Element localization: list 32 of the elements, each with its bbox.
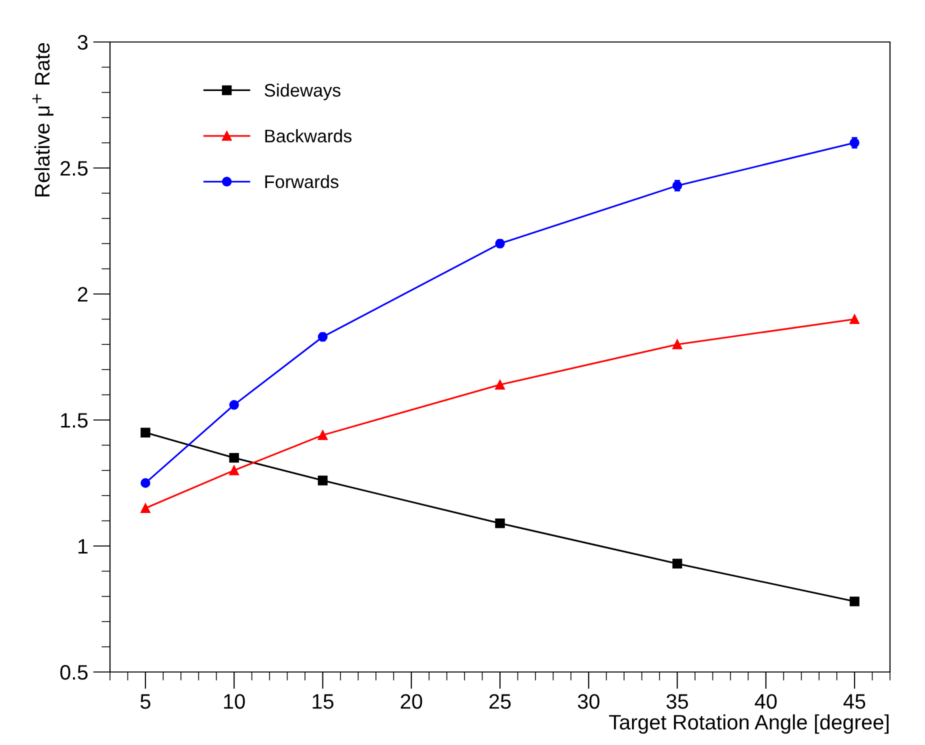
y-tick-label: 1 xyxy=(78,539,88,554)
y-axis-title: Relative μ$^{+}$ Rate xyxy=(32,43,54,196)
y-tick-label: 1.5 xyxy=(61,413,88,428)
x-tick-label: 25 xyxy=(489,694,511,709)
point xyxy=(495,380,505,390)
x-axis-title: Target Rotation Angle [degree] xyxy=(609,714,889,734)
x-tick-label: 20 xyxy=(400,694,422,709)
x-tick-label: 30 xyxy=(578,694,600,709)
y-tick-label: 2.5 xyxy=(60,161,88,176)
y-tick-label: 3 xyxy=(78,35,88,50)
x-tick-label: 45 xyxy=(843,694,866,709)
x-tick-label: 10 xyxy=(224,694,245,709)
y-tick-label: 2 xyxy=(78,287,88,302)
point xyxy=(850,314,860,324)
point xyxy=(672,558,682,568)
point xyxy=(140,503,150,514)
x-tick-label: 40 xyxy=(754,694,777,709)
legend-label: Forwards xyxy=(265,174,338,188)
point xyxy=(850,596,860,606)
point xyxy=(318,430,328,440)
x-tick-label: 15 xyxy=(312,694,334,709)
legend-label: Sideways xyxy=(264,83,340,100)
y-tick-label: 0.5 xyxy=(60,665,88,680)
legend-label: Backwards xyxy=(265,129,352,142)
x-tick-label: 35 xyxy=(666,694,688,709)
x-tick-label: 5 xyxy=(140,694,150,709)
point xyxy=(672,340,682,350)
point xyxy=(229,466,239,476)
point xyxy=(318,476,328,486)
point xyxy=(495,518,505,528)
point xyxy=(229,452,239,463)
point xyxy=(140,428,150,438)
